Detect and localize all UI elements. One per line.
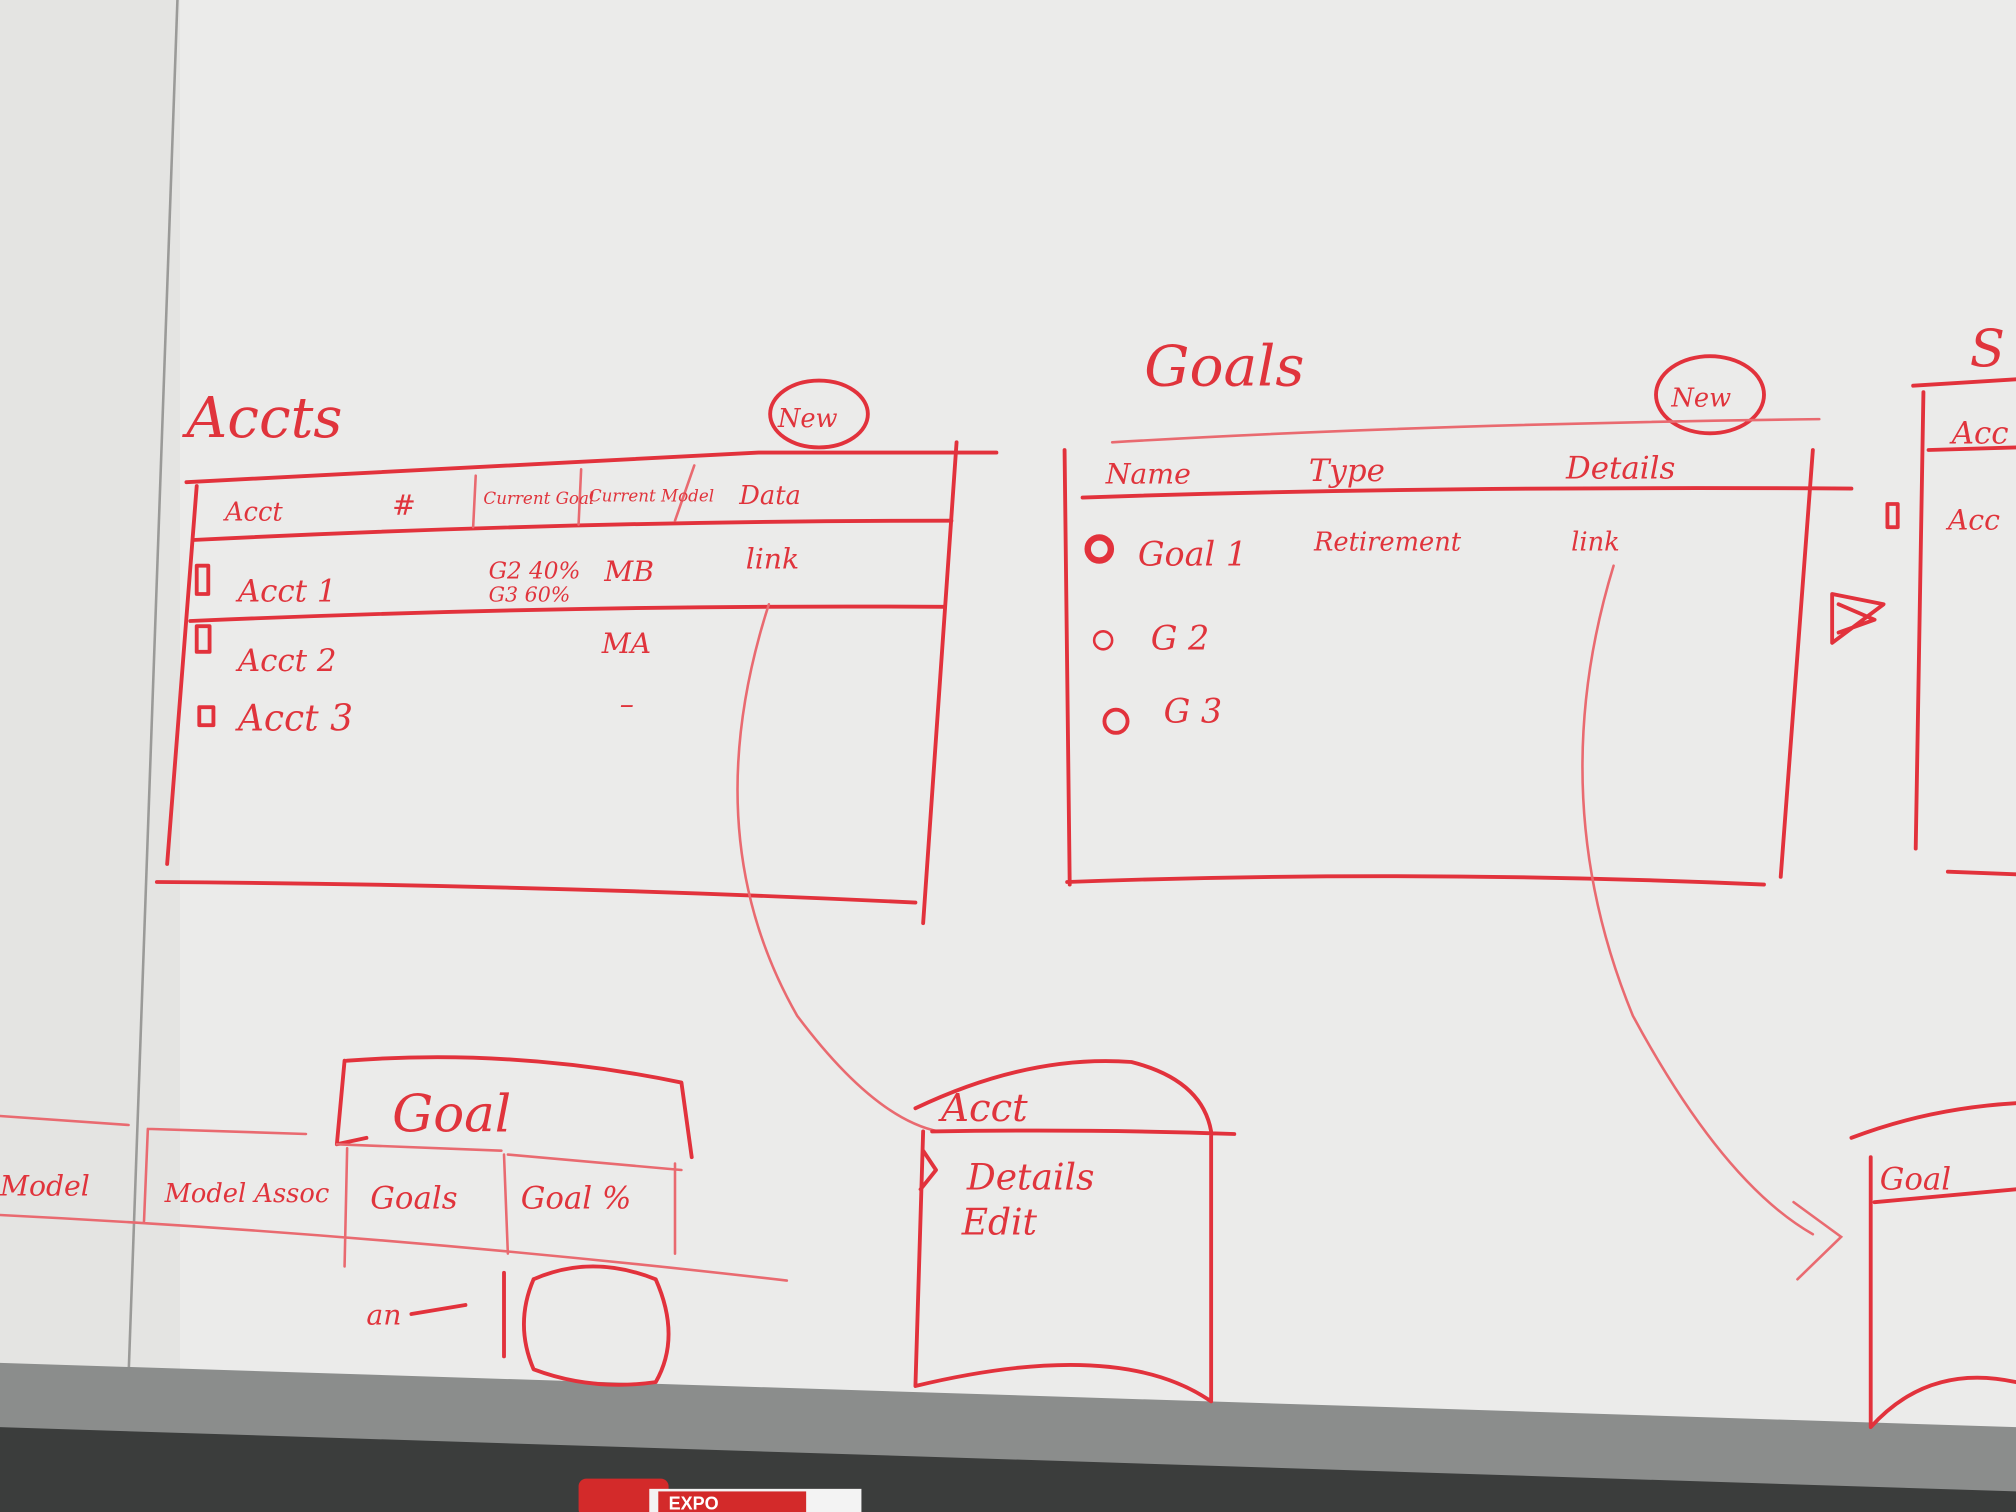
column-model: Model [0, 1170, 90, 1203]
goal-2-name: G 2 [1151, 618, 1210, 657]
new-account-button[interactable]: New [777, 404, 838, 434]
table-left-border [165, 484, 199, 866]
partial-header: Acc [1949, 416, 2009, 452]
accounts-title: Accts [181, 385, 342, 451]
arrow-icon [1830, 592, 1886, 645]
goals-panel: Goals New Name Type Details Goal 1 Retir… [1062, 334, 1854, 1281]
row-1-goal: G2 40% [489, 559, 581, 585]
new-account-button-outline[interactable] [768, 378, 870, 450]
goals-top-border [1110, 417, 1821, 444]
whiteboard-left-panel [0, 0, 180, 1376]
arrow-to-account-detail [736, 603, 940, 1133]
column-separators [471, 464, 696, 529]
column-header-details: Details [1565, 450, 1675, 486]
row-3-name: Acct 3 [235, 698, 353, 739]
row-1-goal-2: G3 60% [489, 583, 571, 607]
marker-logo: EXPO [669, 1493, 719, 1512]
goals-left-border [1062, 448, 1072, 887]
details-label[interactable]: Details [966, 1157, 1095, 1198]
row-checkbox[interactable] [194, 563, 211, 596]
goal-detail-title: Goal [392, 1084, 511, 1144]
column-header-name: Name [1105, 457, 1191, 490]
row-checkbox[interactable] [1885, 502, 1900, 530]
accounts-panel: Accts New Acct # Current Goal Current Mo… [154, 378, 999, 1133]
column-header-current-goal: Current Goal [483, 488, 594, 508]
right-edge-partial-panel: S Acc Acc Goal [1830, 319, 2016, 1430]
column-header-number: # [392, 488, 416, 521]
new-goal-button[interactable]: New [1670, 383, 1731, 413]
account-detail-box [913, 1059, 1237, 1404]
partial-row: Acc [1945, 504, 2000, 537]
row-1-model: MB [603, 555, 654, 588]
new-goal-button-outline[interactable] [1654, 354, 1766, 436]
goal-detail-sketch: Goal Model Model Assoc Goals Goal % an [0, 1055, 789, 1387]
partial-title: S [1970, 319, 2005, 379]
row-1-name: Acct 1 [235, 574, 337, 610]
goal-1-name: Goal 1 [1138, 535, 1247, 574]
goals-title: Goals [1144, 334, 1304, 400]
column-header-current-model: Current Model [589, 485, 714, 505]
row-divider [188, 604, 947, 623]
goal-1-details-link[interactable]: link [1571, 527, 1620, 557]
row-3-model: – [620, 688, 634, 721]
column-header-data: Data [738, 481, 801, 511]
table-bottom-border [154, 880, 918, 905]
arrow-to-goal-detail [1581, 564, 1844, 1281]
panel-seam [127, 0, 179, 1376]
column-model-assoc: Model Assoc [164, 1179, 330, 1209]
edit-label[interactable]: Edit [961, 1202, 1038, 1243]
tray-shadow [0, 1427, 2016, 1512]
marker: EXPO [578, 1478, 862, 1512]
table-top-border [184, 450, 999, 485]
column-header-acct: Acct [223, 498, 283, 528]
goal-1-type: Retirement [1313, 527, 1462, 557]
partial-borders [1911, 377, 2016, 877]
goals-bottom-border [1065, 874, 1766, 887]
goal-detail-table-lines [0, 1114, 789, 1282]
column-goal-percent: Goal % [521, 1181, 632, 1217]
radio[interactable] [1102, 707, 1130, 735]
goals-right-border [1778, 448, 1815, 879]
radio-selected[interactable] [1084, 534, 1115, 564]
row-2-model: MA [601, 627, 651, 660]
radio[interactable] [1092, 630, 1114, 651]
row-1-data-link[interactable]: link [746, 542, 799, 575]
row-checkbox[interactable] [197, 705, 216, 728]
account-detail-sketch: Acct Details Edit [913, 1059, 1237, 1404]
row-2-name: Acct 2 [235, 643, 337, 679]
partial-goal-title: Goal [1880, 1161, 1951, 1197]
account-detail-title: Acct [938, 1086, 1028, 1131]
goal-3-name: G 3 [1164, 692, 1223, 731]
header-divider [190, 518, 954, 542]
column-header-type: Type [1309, 453, 1385, 489]
partial-goal-box [1849, 1101, 2016, 1430]
footer-button-outline[interactable] [409, 1264, 671, 1387]
goals-header-divider [1080, 486, 1854, 500]
footer-label: an [366, 1298, 401, 1331]
row-checkbox[interactable] [194, 624, 212, 654]
column-goals: Goals [370, 1181, 457, 1217]
